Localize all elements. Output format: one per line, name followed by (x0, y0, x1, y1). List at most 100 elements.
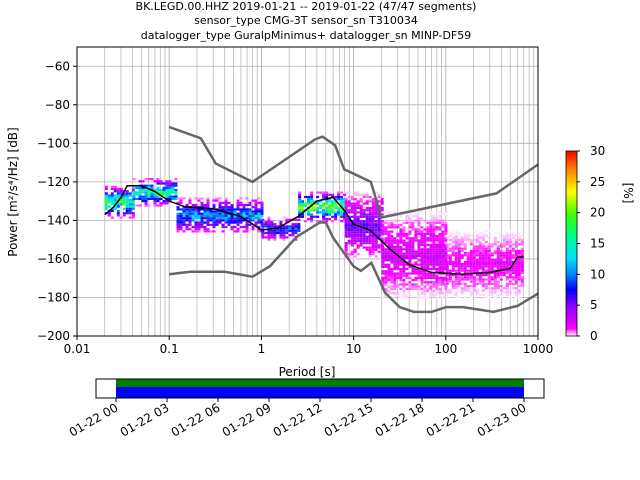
density-cell (493, 282, 497, 285)
density-cell (356, 215, 360, 218)
density-cell (200, 223, 204, 226)
density-cell (144, 195, 148, 198)
y-tick-label: −200 (37, 329, 70, 343)
density-cell (466, 254, 470, 257)
title-line-1: BK.LEGD.00.HHZ 2019-01-21 -- 2019-01-22 … (136, 0, 477, 13)
density-cell (417, 217, 421, 220)
density-cell (454, 274, 458, 277)
density-cell (508, 230, 512, 233)
density-cell (254, 214, 258, 218)
colorbar (565, 150, 578, 337)
density-cell (206, 219, 210, 222)
density-cell (484, 258, 488, 261)
density-cell (457, 271, 461, 274)
density-cell (472, 263, 476, 266)
density-cell (285, 227, 289, 230)
density-cell (384, 228, 388, 231)
density-cell (254, 203, 258, 207)
density-cell (472, 258, 476, 261)
density-cell (224, 219, 228, 222)
density-cell (331, 193, 335, 196)
density-cell (475, 263, 479, 266)
density-cell (444, 224, 448, 227)
density-cell (435, 274, 439, 277)
density-cell (113, 201, 117, 204)
density-cell (496, 267, 500, 270)
density-cell (297, 218, 301, 221)
density-cell (505, 232, 509, 235)
density-cell (387, 235, 391, 238)
density-cell (484, 234, 488, 237)
density-cell (125, 198, 129, 202)
density-cell (520, 285, 524, 288)
density-cell (435, 281, 439, 284)
density-cell (463, 267, 467, 270)
density-cell (435, 257, 439, 260)
density-cell (381, 250, 385, 253)
density-cell (390, 261, 394, 264)
density-cell (310, 206, 314, 210)
density-cell (499, 252, 503, 255)
density-cell (267, 223, 271, 226)
density-cell (138, 189, 142, 192)
density-cell (438, 219, 442, 222)
density-cell (387, 224, 391, 227)
density-cell (179, 197, 183, 200)
density-cell (230, 225, 234, 229)
density-cell (402, 294, 406, 297)
density-cell (444, 232, 448, 235)
density-cell (469, 267, 473, 270)
density-cell (119, 203, 123, 206)
density-cell (371, 213, 375, 216)
density-cell (463, 245, 467, 248)
density-cell (393, 287, 397, 290)
density-cell (490, 263, 494, 266)
density-cell (381, 276, 385, 279)
density-cell (125, 207, 129, 210)
density-cell (454, 269, 458, 272)
density-cell (505, 289, 509, 292)
density-cell (490, 243, 494, 246)
density-cell (481, 269, 485, 272)
density-cell (435, 279, 439, 282)
density-cell (451, 232, 455, 235)
density-cell (387, 272, 391, 275)
density-cell (478, 232, 482, 235)
density-cell (408, 281, 412, 284)
density-cell (182, 197, 186, 200)
density-cell (176, 208, 180, 211)
density-cell (179, 201, 183, 204)
density-cell (227, 210, 231, 213)
density-cell (402, 285, 406, 288)
density-cell (245, 212, 249, 215)
density-cell (294, 223, 298, 226)
density-cell (176, 228, 180, 231)
density-cell (176, 197, 180, 200)
colorbar-tick-label: 5 (590, 298, 598, 312)
density-cell (429, 259, 433, 262)
density-cell (417, 296, 421, 299)
density-cell (448, 263, 452, 266)
density-cell (508, 249, 512, 252)
density-cell (313, 204, 317, 207)
density-cell (384, 263, 388, 266)
density-cell (353, 226, 357, 229)
density-cell (463, 287, 467, 290)
density-cell (457, 232, 461, 235)
density-cell (399, 268, 403, 271)
density-cell (517, 238, 521, 241)
density-cell (384, 259, 388, 262)
density-cell (493, 238, 497, 241)
density-cell (402, 281, 406, 284)
density-cell (203, 208, 207, 211)
density-cell (475, 236, 479, 239)
density-cell (347, 231, 351, 234)
density-cell (432, 268, 436, 271)
density-cell (490, 289, 494, 292)
density-cell (466, 234, 470, 237)
density-cell (377, 228, 381, 232)
density-cell (417, 263, 421, 266)
density-cell (387, 241, 391, 244)
density-cell (307, 204, 311, 207)
density-cell (435, 226, 439, 229)
